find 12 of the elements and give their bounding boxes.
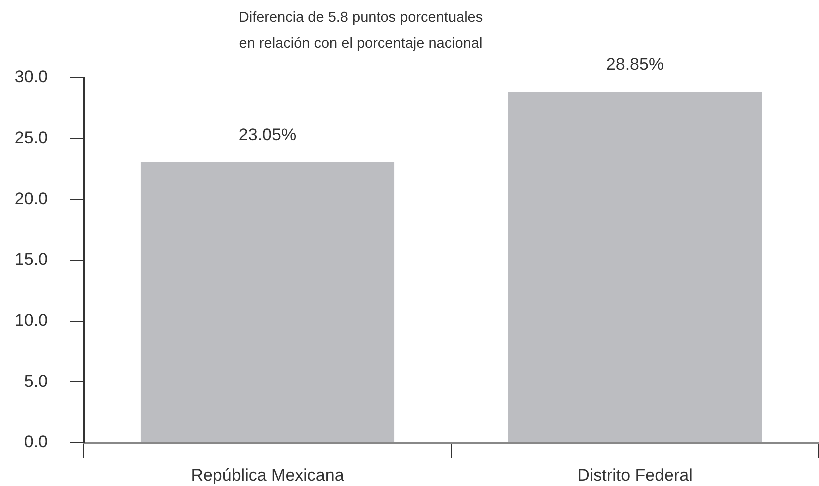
chart-title: Diferencia de 5.8 puntos porcentuales en relación con el porcentaje nacional (238, 9, 484, 54)
y-tick-label: 15.0 (14, 250, 48, 270)
data-label: 23.05% (238, 126, 297, 145)
y-tick-label: 25.0 (14, 128, 48, 148)
y-tick-label: 5.0 (24, 372, 48, 391)
data-label: 28.85% (606, 55, 664, 74)
x-tick-label: República Mexicana (191, 466, 345, 485)
y-tick-label: 0.0 (24, 432, 48, 452)
y-tick-label: 30.0 (14, 68, 48, 87)
y-tick-label: 10.0 (14, 311, 48, 330)
y-tick-label: 20.0 (14, 189, 48, 208)
x-tick-label: Distrito Federal (578, 466, 693, 485)
